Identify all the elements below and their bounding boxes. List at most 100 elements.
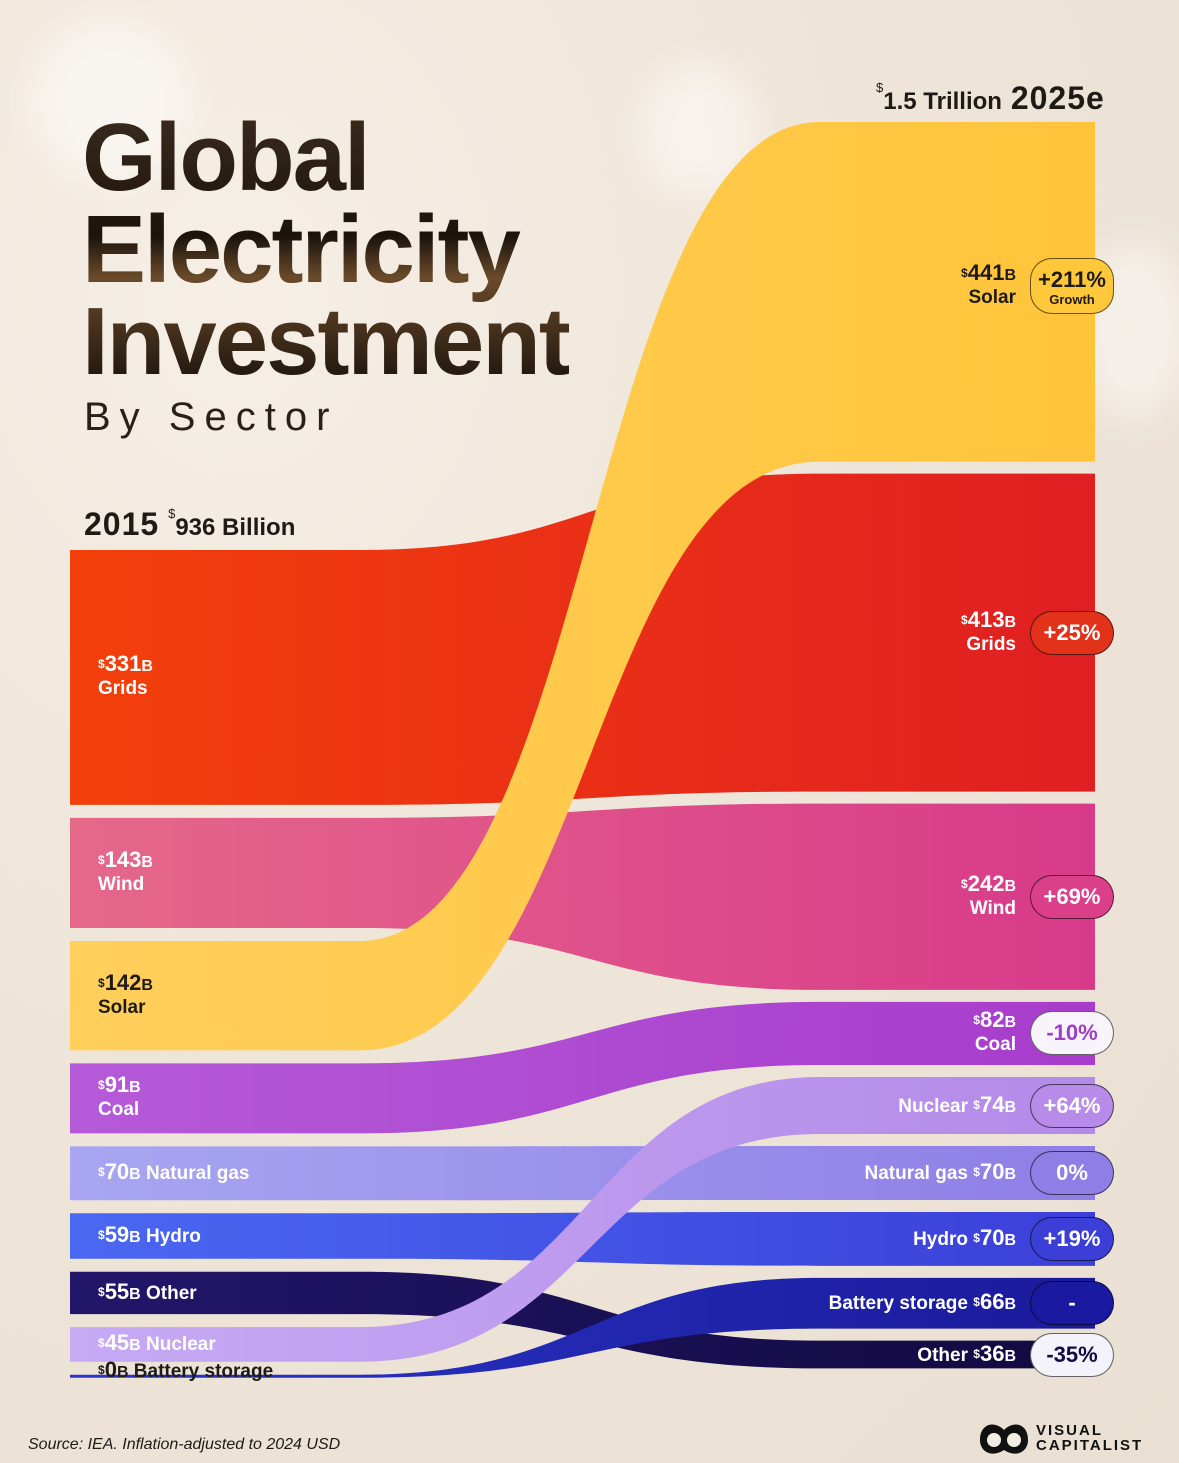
- value-label: $142B: [98, 970, 153, 995]
- currency-symbol: $: [961, 266, 968, 280]
- currency-symbol: $: [973, 1346, 980, 1361]
- currency-symbol: $: [973, 1097, 980, 1112]
- start-year: 2015: [84, 506, 160, 542]
- growth-badge-other: -35%: [1030, 1332, 1114, 1377]
- value-number: 413: [967, 606, 1005, 632]
- band-nuclear: [70, 1077, 1095, 1362]
- series-name: Wind: [969, 897, 1016, 919]
- unit-label: B: [141, 976, 153, 994]
- series-name: Other: [146, 1282, 197, 1304]
- series-name: Solar: [98, 996, 146, 1018]
- unit-label: B: [129, 1337, 141, 1355]
- visual-capitalist-logo: VISUAL CAPITALIST: [976, 1418, 1143, 1458]
- logo-icon: [980, 1424, 1028, 1454]
- series-name: Hydro: [146, 1226, 201, 1247]
- unit-label: B: [1004, 1296, 1016, 1314]
- value-number: 74: [979, 1091, 1005, 1117]
- value-label: $45B: [98, 1330, 141, 1355]
- currency-symbol: $: [961, 612, 968, 627]
- growth-value: -10%: [1046, 1020, 1098, 1046]
- currency-symbol: $: [973, 1295, 980, 1310]
- series-name: Natural gas: [864, 1162, 968, 1184]
- label-2025-battery-storage: Battery storage $66B: [829, 1291, 1016, 1316]
- growth-value: +69%: [1043, 883, 1101, 909]
- unit-label: B: [129, 1285, 141, 1303]
- growth-value: +64%: [1043, 1092, 1101, 1118]
- end-header: $1.5 Trillion 2025e: [876, 80, 1105, 117]
- series-name: Battery storage: [133, 1360, 274, 1382]
- value-label: $143B: [98, 847, 153, 872]
- value-label: $70B: [973, 1159, 1016, 1184]
- currency-symbol: $: [973, 1164, 980, 1179]
- label-2015-other: $55B Other: [98, 1279, 197, 1306]
- label-2015-coal: $91B Coal: [98, 1074, 141, 1121]
- unit-label: B: [129, 1229, 141, 1246]
- currency-symbol: $: [876, 80, 884, 95]
- unit-label: B: [1004, 877, 1016, 895]
- unit-label: B: [141, 853, 153, 871]
- band-wind: [70, 803, 1095, 990]
- band-natural-gas: [70, 1146, 1095, 1201]
- value-number: 91: [104, 1072, 130, 1098]
- source-note: Source: IEA. Inflation-adjusted to 2024 …: [28, 1436, 341, 1453]
- unit-label: B: [1004, 1165, 1016, 1183]
- band-other: [70, 1271, 1095, 1369]
- growth-badge-battery-storage: -: [1030, 1281, 1114, 1326]
- label-2025-natural-gas: Natural gas $70B: [864, 1159, 1017, 1186]
- currency-symbol: $: [961, 876, 968, 891]
- value-number: 82: [979, 1007, 1005, 1033]
- label-2025-hydro: Hydro $70B: [913, 1224, 1016, 1252]
- label-2015-wind: $143B Wind: [98, 847, 153, 896]
- currency-symbol: $: [98, 657, 105, 672]
- value-number: 331: [104, 651, 142, 677]
- growth-badge-solar: +211% Growth: [1030, 258, 1114, 314]
- end-year: 2025e: [1010, 80, 1105, 116]
- label-2015-hydro: $59B Hydro: [98, 1224, 201, 1249]
- growth-value: +211%: [1038, 266, 1106, 292]
- value-number: 70: [979, 1224, 1005, 1250]
- currency-symbol: $: [98, 1284, 105, 1299]
- growth-value: -: [1068, 1290, 1076, 1316]
- series-name: Nuclear: [146, 1334, 216, 1356]
- growth-value: +25%: [1043, 619, 1101, 645]
- series-name: Nuclear: [898, 1095, 968, 1117]
- label-2015-nuclear: $45B Nuclear: [98, 1332, 216, 1357]
- value-number: 36: [979, 1340, 1005, 1366]
- value-number: 45: [104, 1330, 130, 1356]
- series-name: Hydro: [913, 1228, 968, 1250]
- value-label: $59B: [98, 1222, 141, 1247]
- label-2025-other: Other $36B: [917, 1340, 1016, 1368]
- value-label: $413B: [961, 607, 1016, 632]
- unit-label: B: [1004, 1014, 1016, 1032]
- label-2015-battery-storage: $0B Battery storage: [98, 1356, 274, 1384]
- series-name: Grids: [966, 633, 1016, 655]
- value-label: $82B: [973, 1007, 1016, 1032]
- value-number: 0: [104, 1356, 117, 1382]
- label-2025-wind: $242B Wind: [961, 872, 1016, 920]
- currency-symbol: $: [168, 506, 176, 521]
- value-number: 55: [104, 1278, 130, 1304]
- label-2015-grids: $331B Grids: [98, 653, 153, 700]
- series-name: Grids: [98, 678, 148, 700]
- chart-subtitle: By Sector: [84, 395, 339, 439]
- value-number: 66: [979, 1289, 1005, 1315]
- series-name: Coal: [974, 1034, 1016, 1056]
- unit-label: B: [141, 658, 153, 676]
- label-2025-coal: $82B Coal: [973, 1009, 1016, 1056]
- value-label: $55B: [98, 1279, 141, 1304]
- bokeh-decoration: [30, 20, 190, 180]
- currency-symbol: $: [98, 852, 105, 867]
- growth-caption: Growth: [1049, 291, 1095, 307]
- growth-badge-natural-gas: 0%: [1030, 1150, 1114, 1195]
- label-2025-solar: $441B Solar: [961, 262, 1016, 309]
- series-name: Solar: [968, 287, 1016, 308]
- unit-label: B: [129, 1079, 141, 1097]
- value-number: 70: [104, 1159, 130, 1185]
- series-name: Natural gas: [146, 1163, 250, 1185]
- label-2025-grids: $413B Grids: [961, 607, 1016, 656]
- currency-symbol: $: [973, 1013, 980, 1028]
- band-solar: [70, 122, 1095, 1051]
- unit-label: B: [1004, 1347, 1016, 1365]
- label-2015-natural-gas: $70B Natural gas: [98, 1161, 250, 1186]
- unit-label: B: [1004, 1098, 1016, 1116]
